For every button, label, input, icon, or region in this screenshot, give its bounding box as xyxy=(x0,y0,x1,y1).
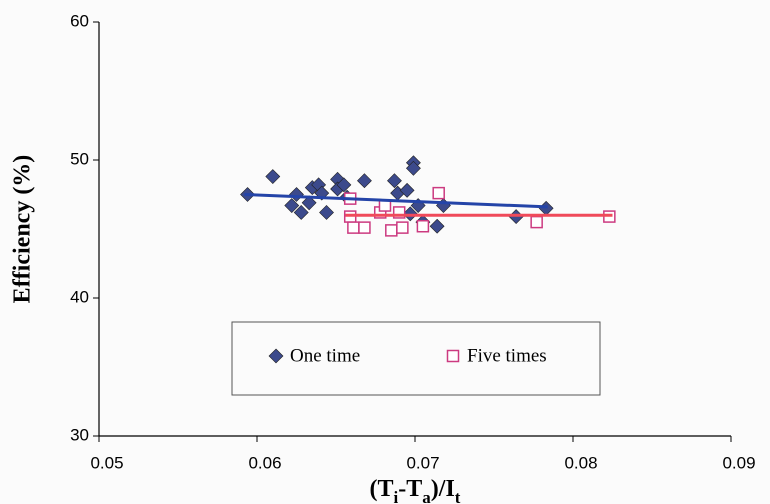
data-point xyxy=(405,160,421,176)
y-tick-label: 60 xyxy=(70,11,89,30)
x-axis-label-part: -T xyxy=(398,476,422,502)
data-point xyxy=(399,182,415,198)
y-tick-label: 50 xyxy=(70,149,89,168)
x-axis-label-part: )/I xyxy=(431,476,455,502)
legend-marker xyxy=(268,348,284,364)
y-tick-label: 40 xyxy=(70,287,89,306)
y-axis-label: Efficiency (%) xyxy=(10,155,36,304)
data-point xyxy=(385,224,398,237)
x-tick-label: 0.09 xyxy=(722,453,755,472)
y-tick-label: 30 xyxy=(70,425,89,444)
x-axis-label-part: t xyxy=(455,488,461,504)
data-point xyxy=(301,195,317,211)
trend-line xyxy=(244,193,548,209)
data-point xyxy=(432,186,445,200)
data-point xyxy=(396,221,409,234)
data-point xyxy=(319,205,334,220)
data-point xyxy=(358,221,371,234)
legend-marker xyxy=(446,349,460,363)
data-point xyxy=(357,173,372,189)
data-point xyxy=(293,205,309,220)
legend-label: One time xyxy=(290,345,360,366)
data-point xyxy=(387,173,402,189)
x-tick-label: 0.05 xyxy=(90,453,123,472)
data-point xyxy=(284,198,300,213)
x-axis-label-part: (T xyxy=(370,476,394,502)
x-tick-label: 0.07 xyxy=(406,453,439,472)
legend-label: Five times xyxy=(467,345,547,366)
x-axis-label: (Ti-Ta)/It xyxy=(370,476,461,504)
data-point xyxy=(530,215,543,229)
data-point xyxy=(336,177,352,193)
data-point xyxy=(416,219,430,233)
data-point xyxy=(265,169,281,184)
legend-box xyxy=(231,321,601,396)
x-tick-label: 0.08 xyxy=(564,453,597,472)
x-axis-label-part: i xyxy=(394,488,399,504)
data-point xyxy=(429,218,445,234)
x-axis-label-part: a xyxy=(422,488,431,504)
data-point xyxy=(392,206,406,219)
x-tick-label: 0.06 xyxy=(248,453,281,472)
data-point xyxy=(347,221,360,234)
